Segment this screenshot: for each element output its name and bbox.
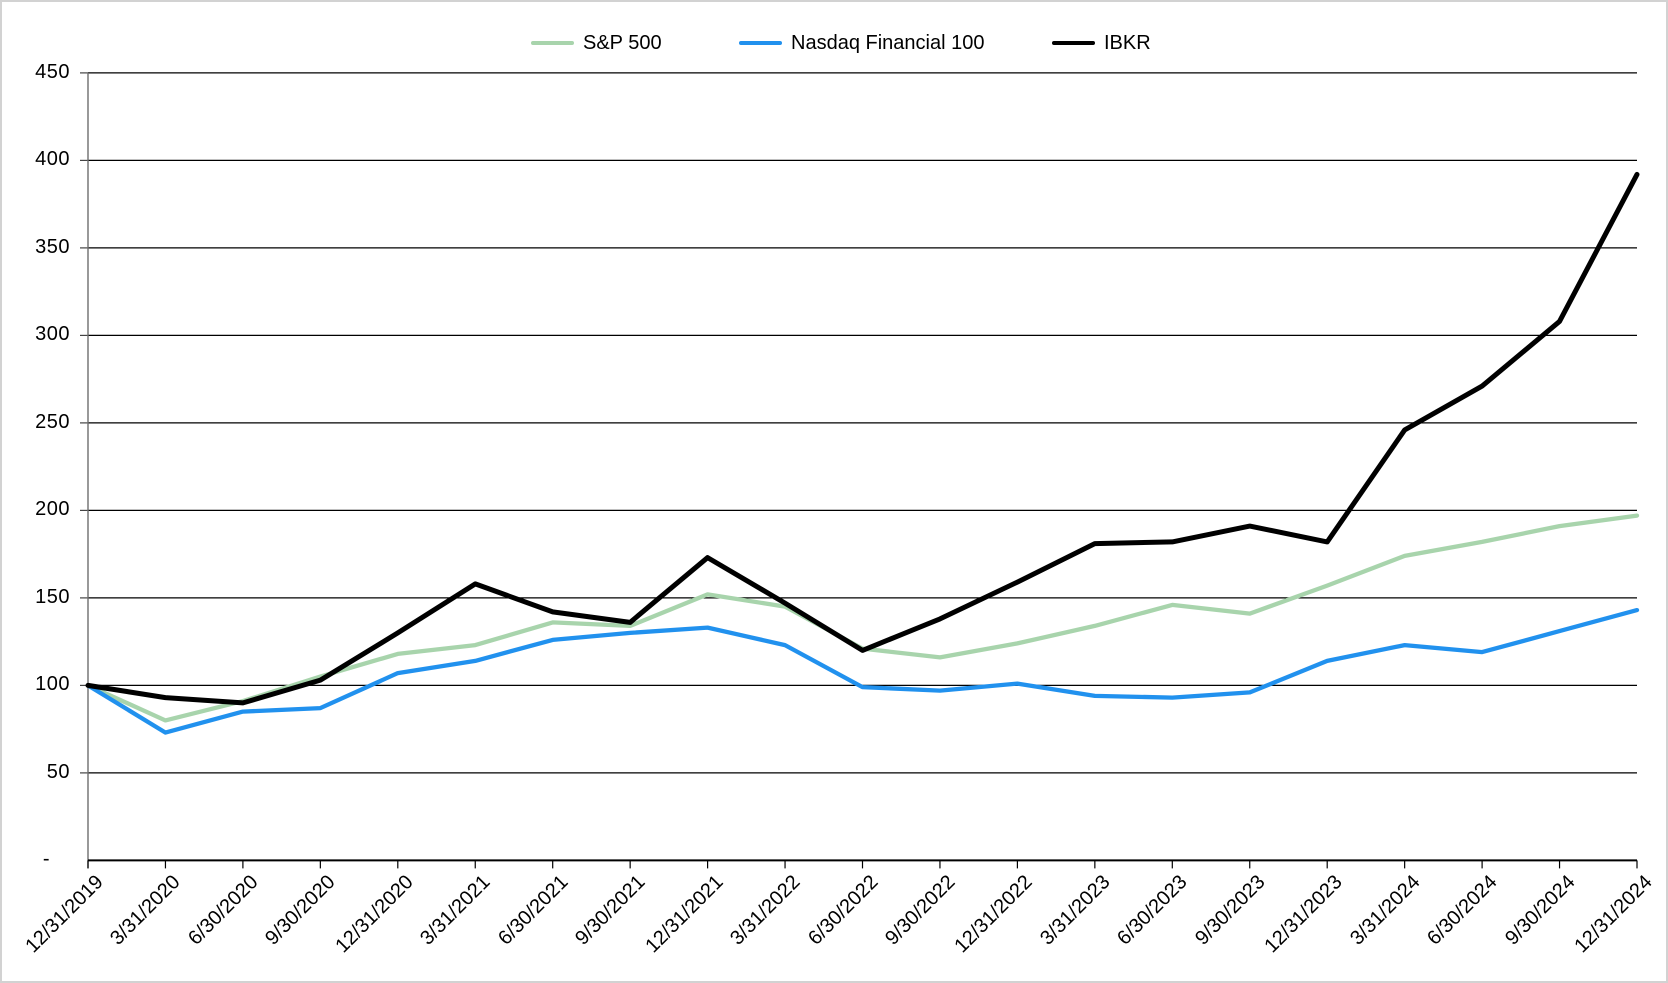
y-axis-label-450: 450 [35, 60, 70, 83]
legend-swatch-icon [739, 41, 782, 45]
y-axis-label-400: 400 [35, 148, 70, 171]
legend-item-nasdaq-financial-100: Nasdaq Financial 100 [739, 32, 984, 54]
series-line-nasdaq-financial-100 [85, 607, 1640, 735]
y-axis-label-50: 50 [46, 760, 70, 783]
legend-swatch-icon [1052, 41, 1095, 45]
y-axis-label-150: 150 [35, 585, 70, 608]
legend-item-s-p-500: S&P 500 [531, 32, 662, 54]
series-line-ibkr [85, 171, 1640, 706]
y-axis-label-200: 200 [35, 498, 70, 521]
y-axis-label-0: - [42, 848, 50, 871]
y-axis-label-100: 100 [35, 673, 70, 696]
legend-swatch-icon [531, 41, 574, 45]
y-axis-label-300: 300 [35, 323, 70, 346]
y-axis-label-350: 350 [35, 235, 70, 258]
legend-label: IBKR [1104, 32, 1151, 54]
legend-label: Nasdaq Financial 100 [791, 32, 985, 54]
legend-item-ibkr: IBKR [1052, 32, 1151, 54]
legend-label: S&P 500 [583, 32, 662, 54]
y-axis-label-250: 250 [35, 410, 70, 433]
series-line-s-p-500 [85, 513, 1640, 723]
